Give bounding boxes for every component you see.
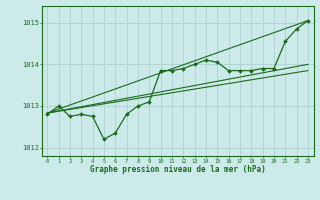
- X-axis label: Graphe pression niveau de la mer (hPa): Graphe pression niveau de la mer (hPa): [90, 165, 266, 174]
